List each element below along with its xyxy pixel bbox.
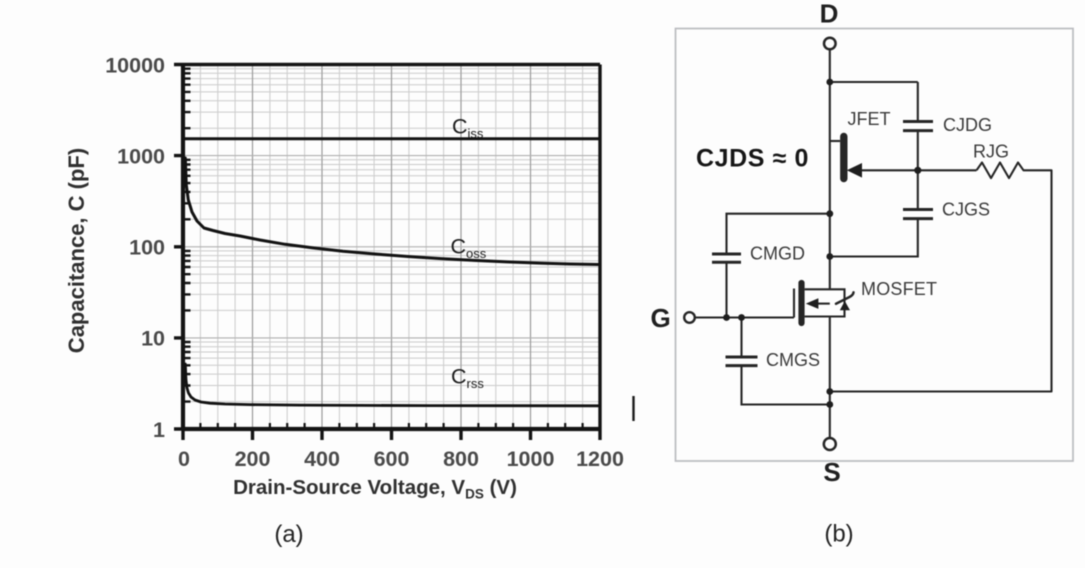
svg-text:1000: 1000 [117,145,165,169]
svg-text:10: 10 [141,327,165,351]
svg-text:Capacitance, C (pF): Capacitance, C (pF) [64,148,89,353]
svg-text:Ciss: Ciss [452,115,484,142]
svg-text:CJDS ≈ 0: CJDS ≈ 0 [696,145,809,173]
svg-text:100: 100 [129,236,165,260]
svg-text:MOSFET: MOSFET [861,279,937,299]
svg-text:0: 0 [178,447,190,471]
svg-text:CJDG: CJDG [943,115,992,135]
svg-text:CMGD: CMGD [750,244,805,264]
svg-text:(b): (b) [824,521,853,548]
svg-text:CJGS: CJGS [942,200,990,220]
svg-text:600: 600 [374,447,410,471]
svg-text:800: 800 [443,447,479,471]
svg-text:400: 400 [304,447,340,471]
svg-text:D: D [820,0,839,29]
svg-text:RJG: RJG [973,142,1009,162]
svg-text:JFET: JFET [848,109,891,129]
svg-text:10000: 10000 [105,54,165,78]
svg-text:1000: 1000 [507,447,555,471]
svg-text:1: 1 [153,418,165,442]
svg-text:S: S [823,457,840,487]
svg-text:(a): (a) [274,521,303,548]
svg-text:Drain-Source Voltage, VDS (V): Drain-Source Voltage, VDS (V) [233,476,517,502]
svg-text:200: 200 [235,447,271,471]
svg-text:Coss: Coss [451,235,487,262]
svg-text:1200: 1200 [576,447,624,471]
svg-text:CMGS: CMGS [766,350,820,370]
svg-text:Crss: Crss [451,365,484,392]
svg-text:G: G [651,303,671,333]
